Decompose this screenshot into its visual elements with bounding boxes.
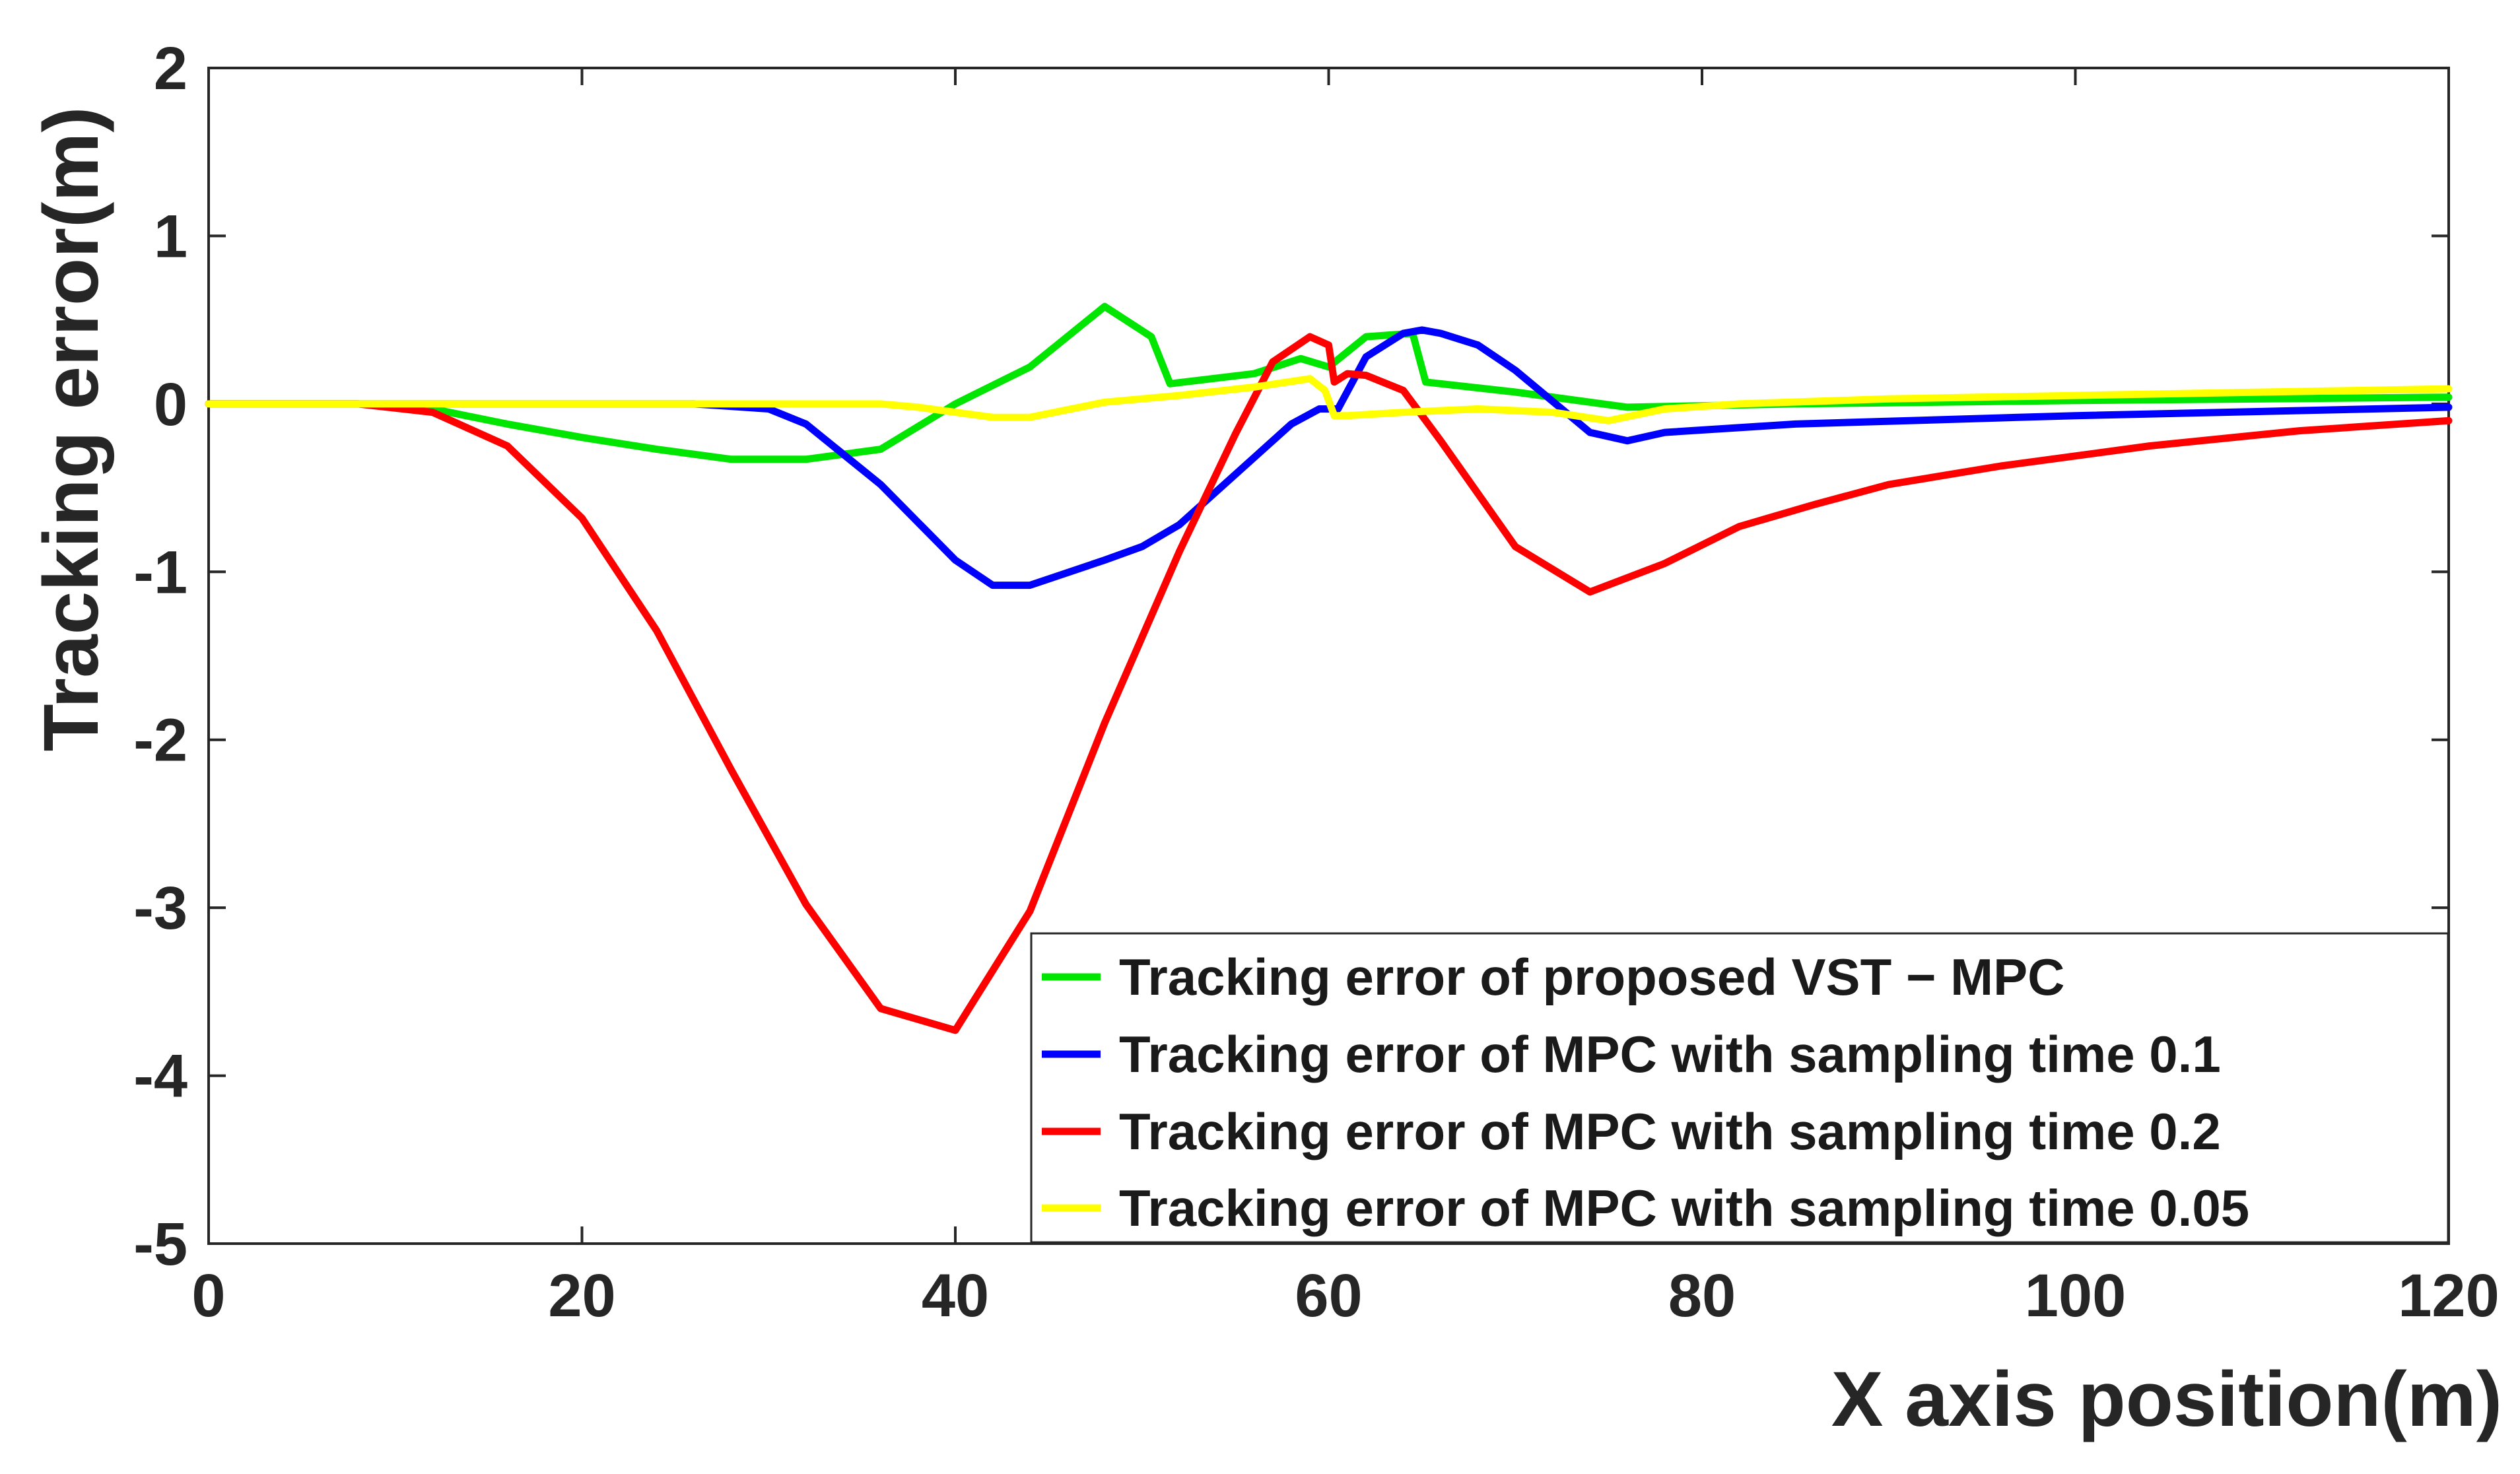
x-axis-title: X axis position(m) xyxy=(1831,1356,2502,1443)
series-layer xyxy=(205,302,2453,1034)
legend-label-4: Tracking error of MPC with sampling time… xyxy=(1119,1179,2249,1237)
legend-label-1: Tracking error of proposed VST − MPC xyxy=(1119,948,2064,1006)
y-tick-label: -1 xyxy=(133,539,187,606)
series-line-3 xyxy=(205,333,2453,1034)
series-line-1 xyxy=(205,302,2453,463)
y-tick-label: 1 xyxy=(154,203,187,270)
y-tick-label: 0 xyxy=(154,371,187,438)
legend: Tracking error of proposed VST − MPC Trac… xyxy=(1030,932,2449,1244)
y-axis-title: Tracking error(m) xyxy=(28,106,115,751)
x-tick-label: 60 xyxy=(1295,1262,1362,1329)
legend-items: Tracking error of proposed VST − MPC Trac… xyxy=(1042,948,2249,1237)
x-tick-label: 80 xyxy=(1668,1262,1736,1329)
x-tick-label: 100 xyxy=(2025,1262,2127,1329)
x-tick-label: 40 xyxy=(922,1262,989,1329)
x-axis-ticks: 0 20 40 60 80 100 120 xyxy=(191,68,2500,1329)
y-axis-ticks: -5 -4 -3 -2 -1 0 1 2 xyxy=(133,35,2449,1278)
y-tick-label: -5 xyxy=(133,1211,187,1278)
x-tick-label: 120 xyxy=(2398,1262,2500,1329)
x-tick-label: 20 xyxy=(548,1262,615,1329)
legend-box xyxy=(1030,932,2449,1244)
y-tick-label: 2 xyxy=(154,35,187,102)
y-tick-label: -2 xyxy=(133,707,187,774)
series-line-4 xyxy=(205,375,2453,424)
series-line-2 xyxy=(205,326,2453,589)
y-tick-label: -4 xyxy=(133,1043,187,1110)
x-tick-label: 0 xyxy=(191,1262,225,1329)
legend-label-2: Tracking error of MPC with sampling time… xyxy=(1119,1025,2221,1083)
y-tick-label: -3 xyxy=(133,875,187,942)
legend-label-3: Tracking error of MPC with sampling time… xyxy=(1119,1102,2221,1160)
